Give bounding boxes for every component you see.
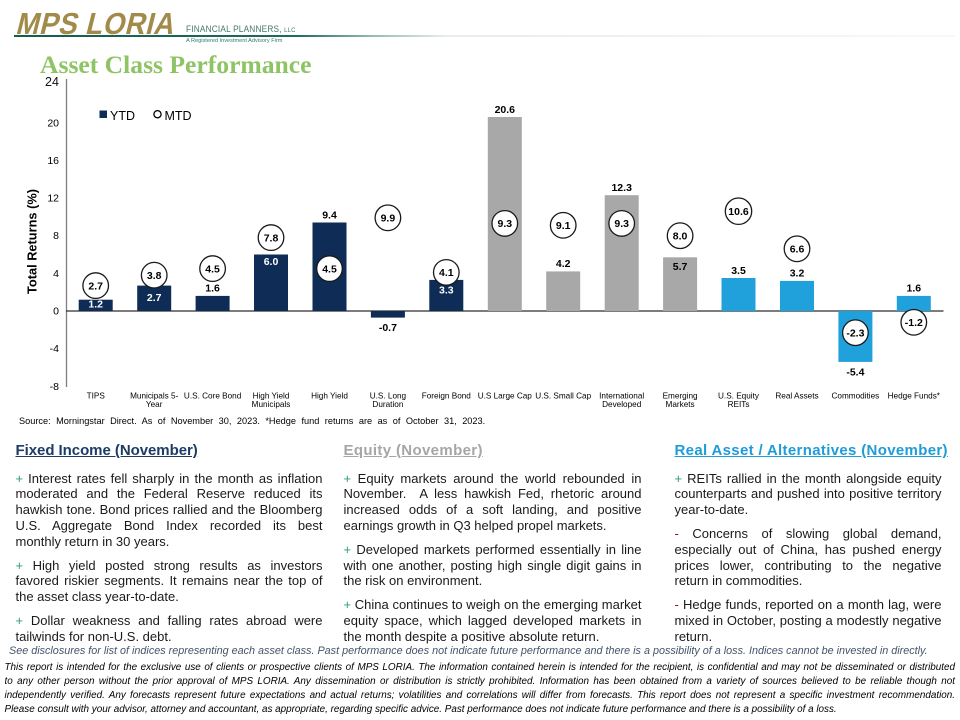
svg-text:4.2: 4.2 (556, 258, 571, 270)
svg-text:U.S. Core Bond: U.S. Core Bond (184, 391, 242, 400)
svg-text:8.0: 8.0 (673, 230, 688, 242)
svg-text:Municipals 5-: Municipals 5- (130, 391, 179, 400)
svg-text:2.7: 2.7 (147, 292, 162, 304)
svg-text:High Yield: High Yield (311, 391, 348, 400)
svg-text:U.S. Equity: U.S. Equity (718, 391, 760, 400)
svg-text:U.S. Long: U.S. Long (370, 391, 407, 400)
svg-text:9.1: 9.1 (556, 220, 571, 232)
svg-text:20.6: 20.6 (495, 104, 516, 116)
svg-text:5.7: 5.7 (673, 261, 688, 273)
svg-text:International: International (599, 391, 644, 400)
svg-text:Real Assets: Real Assets (775, 391, 818, 400)
svg-text:20: 20 (47, 117, 59, 129)
svg-text:MTD: MTD (165, 109, 192, 123)
svg-text:12.3: 12.3 (611, 182, 632, 194)
svg-text:Foreign Bond: Foreign Bond (422, 391, 472, 400)
svg-text:Developed: Developed (602, 400, 642, 409)
svg-text:3.5: 3.5 (731, 265, 746, 277)
svg-text:4.5: 4.5 (322, 263, 337, 275)
svg-text:9.9: 9.9 (381, 212, 396, 224)
svg-text:3.3: 3.3 (439, 284, 454, 296)
svg-text:2.7: 2.7 (88, 280, 103, 292)
svg-text:Municipals: Municipals (252, 400, 291, 409)
svg-text:9.3: 9.3 (497, 218, 512, 230)
svg-text:7.8: 7.8 (264, 232, 279, 244)
svg-text:1.2: 1.2 (88, 298, 103, 310)
svg-text:9.4: 9.4 (322, 209, 337, 221)
svg-text:6.0: 6.0 (264, 256, 279, 268)
svg-text:1.6: 1.6 (205, 282, 220, 294)
svg-text:Hedge Funds*: Hedge Funds* (888, 391, 941, 400)
svg-text:Emerging: Emerging (663, 391, 698, 400)
svg-text:12: 12 (47, 192, 59, 204)
svg-text:-0.7: -0.7 (379, 322, 397, 334)
svg-text:Total Returns (%): Total Returns (%) (25, 189, 40, 294)
svg-text:Commodities: Commodities (832, 391, 880, 400)
svg-text:High Yield: High Yield (253, 391, 290, 400)
svg-text:TIPS: TIPS (87, 391, 106, 400)
svg-text:Year: Year (146, 400, 163, 409)
svg-text:4: 4 (53, 268, 59, 280)
svg-text:6.6: 6.6 (790, 243, 805, 255)
svg-text:4.1: 4.1 (439, 267, 454, 279)
svg-text:Markets: Markets (666, 400, 695, 409)
svg-text:3.8: 3.8 (147, 270, 162, 282)
svg-text:8: 8 (53, 230, 59, 242)
svg-text:Duration: Duration (372, 400, 403, 409)
svg-text:U.S. Small Cap: U.S. Small Cap (535, 391, 591, 400)
svg-text:9.3: 9.3 (614, 218, 629, 230)
svg-text:U.S Large Cap: U.S Large Cap (478, 391, 533, 400)
svg-text:-4: -4 (50, 343, 59, 355)
svg-text:0: 0 (53, 305, 59, 317)
svg-text:16: 16 (47, 155, 59, 167)
svg-text:-5.4: -5.4 (846, 366, 864, 378)
svg-text:4.5: 4.5 (205, 263, 220, 275)
svg-text:1.6: 1.6 (906, 282, 921, 294)
svg-text:-8: -8 (50, 381, 59, 393)
svg-text:REITs: REITs (728, 400, 750, 409)
svg-text:3.2: 3.2 (790, 267, 805, 279)
svg-text:-2.3: -2.3 (846, 327, 864, 339)
svg-text:YTD: YTD (110, 109, 135, 123)
svg-text:-1.2: -1.2 (905, 317, 923, 329)
svg-text:10.6: 10.6 (728, 206, 749, 218)
